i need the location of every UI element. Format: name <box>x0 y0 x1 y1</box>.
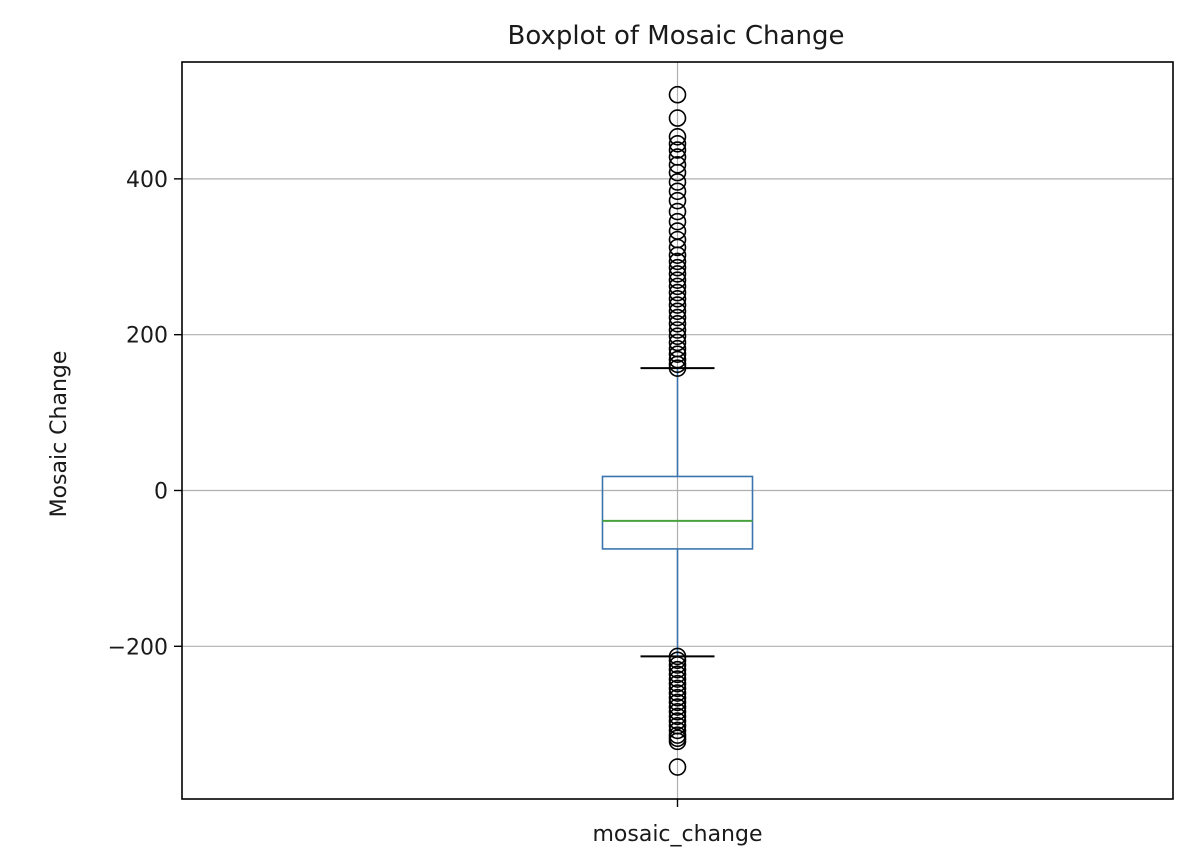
flier-point <box>668 660 687 679</box>
flier-point <box>668 712 687 730</box>
flier-point <box>668 258 687 277</box>
flier-point <box>668 271 687 289</box>
flier-point <box>668 202 687 221</box>
y-axis: 400 200 0 −200 <box>108 168 182 660</box>
flier-point <box>668 345 687 363</box>
flier-point <box>668 283 687 302</box>
flier-point <box>668 182 687 201</box>
y-tick-label: 200 <box>126 324 168 349</box>
flier-point <box>668 674 687 693</box>
chart-title: Boxplot of Mosaic Change <box>508 21 845 51</box>
flier-point <box>668 230 687 249</box>
flier-point <box>668 359 687 377</box>
flier-point <box>668 679 687 698</box>
flier-point <box>668 277 687 296</box>
flier-point <box>668 148 687 166</box>
flier-point <box>668 321 687 339</box>
flier-point <box>668 670 687 688</box>
flier-point <box>668 252 687 271</box>
flier-point <box>668 302 687 321</box>
flier-point <box>668 350 687 369</box>
flier-point <box>668 732 687 751</box>
flier-point <box>668 308 687 327</box>
flier-point <box>668 314 687 333</box>
flier-point <box>668 647 687 666</box>
flier-point <box>668 191 687 210</box>
flier-point <box>668 698 687 716</box>
flier-point <box>668 684 687 702</box>
flier-point <box>668 707 687 726</box>
y-tick-label: −200 <box>108 635 168 660</box>
box-layer <box>601 85 754 776</box>
flier-point <box>668 656 687 674</box>
flier-point <box>668 296 687 314</box>
flier-point <box>668 651 687 670</box>
iqr-box <box>601 475 754 550</box>
flier-point <box>668 327 687 346</box>
flier-point <box>668 665 687 684</box>
flier-point <box>668 109 687 127</box>
flier-point <box>668 85 687 104</box>
flier-point <box>668 702 687 721</box>
flier-point <box>668 141 687 159</box>
flier-point <box>668 290 687 308</box>
flier-point <box>668 212 687 231</box>
y-axis-label: Mosaic Change <box>47 351 72 518</box>
flier-point <box>668 173 687 191</box>
flier-point <box>668 758 687 776</box>
flier-point <box>668 127 687 146</box>
plot-area-frame <box>181 61 1174 800</box>
flier-point <box>668 222 687 240</box>
flier-point <box>668 135 687 153</box>
flier-point <box>668 339 687 358</box>
y-tick-label: 400 <box>126 168 168 193</box>
x-tick-label: mosaic_change <box>592 822 762 847</box>
flier-point <box>668 333 687 352</box>
flier-point <box>668 693 687 712</box>
flier-point <box>668 688 687 707</box>
flier-point <box>668 265 687 283</box>
y-tick-label: 0 <box>154 479 168 504</box>
x-axis: mosaic_change <box>592 799 763 847</box>
flier-point <box>668 721 687 740</box>
flier-point <box>668 156 687 174</box>
